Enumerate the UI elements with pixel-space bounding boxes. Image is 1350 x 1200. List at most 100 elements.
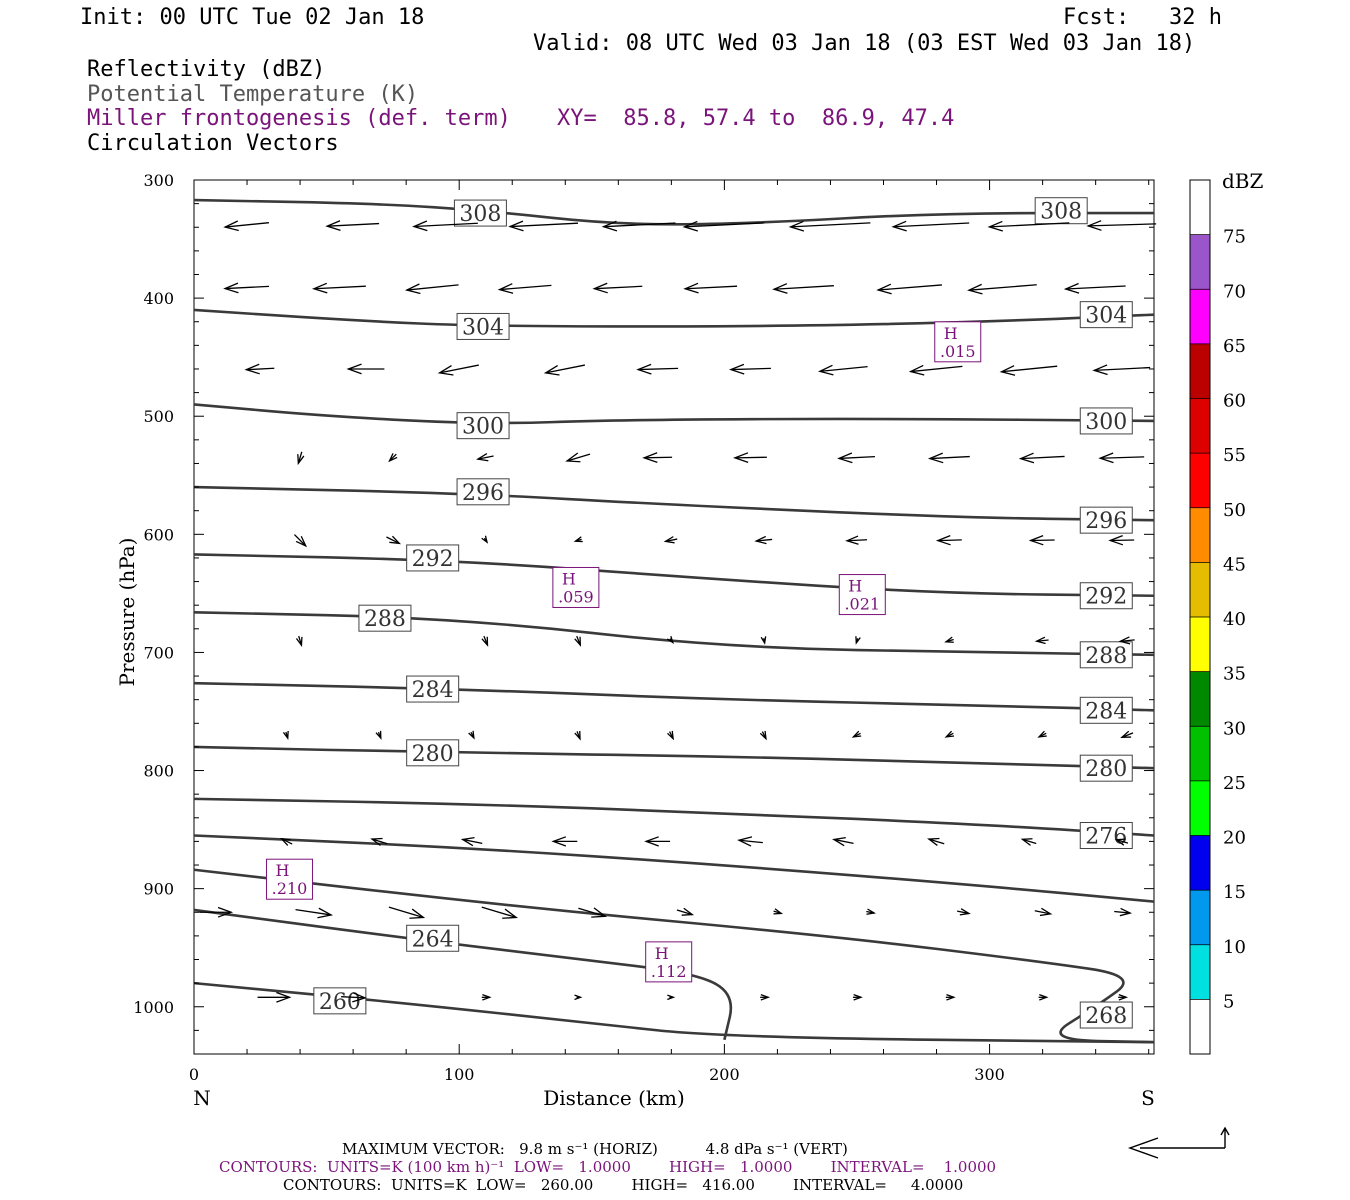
circulation-vector <box>891 220 970 232</box>
circulation-vector <box>636 363 679 375</box>
circulation-vector <box>855 636 861 645</box>
colorbar-swatch <box>1190 343 1210 399</box>
vector-head <box>370 837 383 846</box>
vector-shaft <box>910 365 963 373</box>
vector-shaft <box>1100 456 1145 459</box>
vector-head <box>1119 907 1133 917</box>
circulation-vector <box>257 991 292 1003</box>
vector-head <box>389 535 402 545</box>
theta-label-288: 288 <box>364 607 406 632</box>
theta-label-292: 292 <box>1085 585 1127 610</box>
vector-head <box>295 636 303 648</box>
maximum-symbol: H <box>848 577 862 596</box>
vector-head <box>667 730 674 741</box>
circulation-vector <box>759 730 767 741</box>
vector-shaft <box>293 534 307 547</box>
vector-head <box>279 837 291 846</box>
vector-head <box>502 908 519 919</box>
circulation-vector <box>295 635 303 648</box>
circulation-vector <box>592 282 643 294</box>
theta-label-box <box>1079 1001 1133 1029</box>
colorbar-label: 15 <box>1223 882 1246 903</box>
theta-label-260: 260 <box>319 990 361 1015</box>
circulation-vector <box>460 836 483 847</box>
colorbar-label: 5 <box>1223 991 1234 1012</box>
vector-head <box>817 364 834 376</box>
theta-label-304: 304 <box>1085 304 1127 329</box>
vector-head <box>959 908 971 916</box>
circulation-vector <box>574 635 582 647</box>
vector-shaft <box>327 222 380 227</box>
vector-shaft <box>773 285 834 290</box>
theta-contour-264 <box>193 908 733 1041</box>
colorbar-label: 70 <box>1223 281 1246 302</box>
circulation-vector <box>1037 730 1047 738</box>
circulation-vector <box>1098 452 1145 464</box>
circulation-vector <box>437 364 479 376</box>
circulation-vector <box>223 282 270 294</box>
vector-head <box>773 908 784 915</box>
vector-head <box>1086 220 1102 231</box>
circulation-vector <box>497 283 552 294</box>
circulation-vector <box>760 636 767 645</box>
circulation-vector <box>944 636 954 643</box>
theta-contour-280 <box>193 745 1155 770</box>
circulation-vector <box>1018 452 1065 464</box>
colorbar-label: 35 <box>1223 664 1246 685</box>
vector-shaft <box>566 453 591 462</box>
circulation-vector <box>1038 994 1049 1001</box>
vector-shaft <box>406 284 459 291</box>
theta-label-box <box>358 604 412 632</box>
circulation-vector <box>412 220 478 232</box>
vector-head <box>1028 535 1044 546</box>
theta-contour-288 <box>193 610 1155 657</box>
vector-head <box>1108 535 1124 546</box>
vector-shaft <box>246 367 275 371</box>
circulation-vector <box>876 283 942 295</box>
circulation-vector <box>737 836 763 847</box>
field-reflectivity: Reflectivity (dBZ) <box>87 57 326 82</box>
vector-head <box>908 364 925 376</box>
circulation-vector <box>1118 994 1129 1001</box>
theta-label-box <box>456 412 510 440</box>
vector-shaft <box>477 455 494 460</box>
maximum-box <box>934 321 982 363</box>
vector-head <box>1037 730 1047 738</box>
vector-head <box>412 220 428 232</box>
vector-shaft <box>1114 910 1131 914</box>
vector-head <box>482 994 492 1001</box>
colorbar-swatch <box>1190 180 1210 235</box>
vector-shaft <box>1116 839 1129 844</box>
north-end-label: N <box>193 1086 211 1110</box>
maximum-box <box>838 574 886 616</box>
vector-head <box>754 535 767 545</box>
vector-head <box>644 836 659 847</box>
vector-head <box>1092 364 1108 376</box>
frontogenesis-maximum: H.059 <box>552 566 600 608</box>
vector-head <box>437 365 454 376</box>
circulation-vector <box>852 994 863 1001</box>
colorbar-swatch <box>1190 890 1210 945</box>
vector-shaft <box>665 538 678 543</box>
x-tick-label: 300 <box>974 1065 1005 1084</box>
theta-label-296: 296 <box>1085 509 1127 534</box>
vector-head <box>788 220 805 232</box>
vector-head <box>946 994 956 1001</box>
colorbar-label: 55 <box>1223 445 1246 466</box>
colorbar-label: 40 <box>1223 609 1246 630</box>
vector-shaft <box>371 838 388 845</box>
maximum-value: .015 <box>940 342 976 361</box>
vector-head <box>876 283 892 295</box>
circulation-vector <box>1086 220 1157 231</box>
vector-head <box>935 535 951 546</box>
circulation-vector <box>944 730 955 738</box>
init-time: Init: 00 UTC Tue 02 Jan 18 <box>80 5 425 30</box>
theta-label-box <box>406 544 460 572</box>
theta-label-264: 264 <box>412 927 454 952</box>
colorbar-swatch <box>1190 453 1210 508</box>
circulation-vector <box>199 906 234 918</box>
circulation-vector <box>386 535 402 545</box>
field-frontogenesis: Miller frontogenesis (def. term) <box>87 106 511 131</box>
colorbar-label: 60 <box>1223 391 1246 412</box>
circulation-vector <box>1120 730 1134 739</box>
